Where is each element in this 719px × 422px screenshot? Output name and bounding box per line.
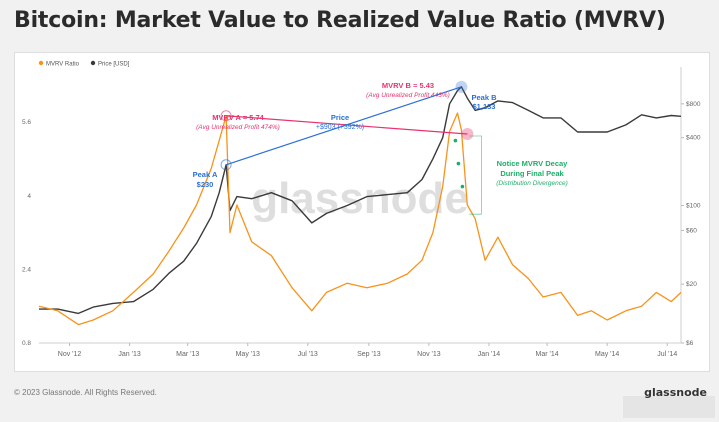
copyright-footer: © 2023 Glassnode. All Rights Reserved. (14, 388, 157, 397)
price-comparison-line (225, 86, 462, 166)
y-right-tick-label: $6 (686, 340, 694, 347)
legend-swatch (90, 60, 96, 66)
mvrv-line (38, 112, 682, 326)
price-a-marker (220, 159, 232, 171)
legend-label: MVRV Ratio (46, 62, 80, 68)
y-right-tick-label: $60 (686, 227, 697, 234)
y-right-tick-label: $400 (686, 135, 701, 142)
legend-label: Price [USD] (98, 62, 130, 68)
mvrv-a-label: MVRV A = 5.74 (212, 113, 264, 122)
y-right-tick-label: $800 (686, 101, 701, 108)
x-tick-label: May '13 (236, 351, 260, 358)
mvrv-a-marker (220, 110, 232, 122)
peak-b-value: $1,133 (473, 102, 496, 111)
chart-annotations: MVRV A = 5.74 (Avg Unrealized Profit 474%… (193, 80, 569, 215)
peak-a-label: Peak A (193, 170, 218, 179)
corner-watermark-block (623, 396, 715, 418)
decay-label-line2: During Final Peak (500, 169, 564, 178)
x-tick-label: Jan '13 (118, 351, 140, 358)
y-left-tick-label: 2.4 (22, 266, 31, 273)
chart-panel: Nov '12 Jan '13 Mar '13 May '13 Jul '13 Sep '… (14, 52, 710, 372)
decay-marker (460, 184, 465, 189)
brand-logo: glassnode (644, 386, 707, 399)
x-tick-label: Sep '13 (357, 351, 381, 358)
price-line (39, 86, 682, 315)
x-tick-label: Mar '13 (176, 351, 199, 358)
peak-a-value: $230 (197, 180, 214, 189)
price-b-marker (455, 80, 468, 93)
y-right-tick-label: $100 (686, 202, 701, 209)
y-left-tick-label: 5.6 (22, 119, 31, 126)
mvrv-b-sublabel: (Avg Unrealized Profit 443%) (366, 92, 450, 99)
chart-series (38, 86, 682, 326)
mvrv-b-label: MVRV B = 5.43 (382, 81, 434, 90)
x-tick-label: Jul '13 (298, 351, 318, 358)
x-tick-label: Mar '14 (536, 351, 559, 358)
price-change-label: Price (331, 113, 349, 122)
chart-legend: MVRV Ratio Price [USD] (38, 60, 130, 68)
legend-swatch (38, 60, 44, 66)
x-tick-label: Nov '12 (58, 351, 82, 358)
chart-axes: Nov '12 Jan '13 Mar '13 May '13 Jul '13 Sep '… (22, 67, 701, 358)
y-right-tick-label: $20 (686, 281, 697, 288)
decay-label-line1: Notice MVRV Decay (497, 159, 569, 168)
page-title: Bitcoin: Market Value to Realized Value … (14, 8, 666, 33)
y-left-tick-label: 4 (27, 193, 31, 200)
peak-b-label: Peak B (471, 93, 497, 102)
decay-marker (456, 161, 461, 166)
mvrv-b-marker (461, 128, 474, 141)
x-tick-label: Nov '13 (417, 351, 441, 358)
y-left-tick-label: 0.8 (22, 340, 31, 347)
x-tick-label: Jan '14 (478, 351, 500, 358)
mvrv-a-sublabel: (Avg Unrealized Profit 474%) (196, 124, 280, 131)
x-tick-label: Jul '14 (657, 351, 677, 358)
mvrv-chart: Nov '12 Jan '13 Mar '13 May '13 Jul '13 Sep '… (22, 60, 701, 358)
decay-label-sub: (Distribution Divergence) (496, 180, 568, 187)
price-change-value: +$903 (+392%) (316, 124, 364, 131)
x-tick-label: May '14 (595, 351, 619, 358)
decay-marker (453, 138, 458, 143)
decay-bracket (469, 135, 482, 215)
